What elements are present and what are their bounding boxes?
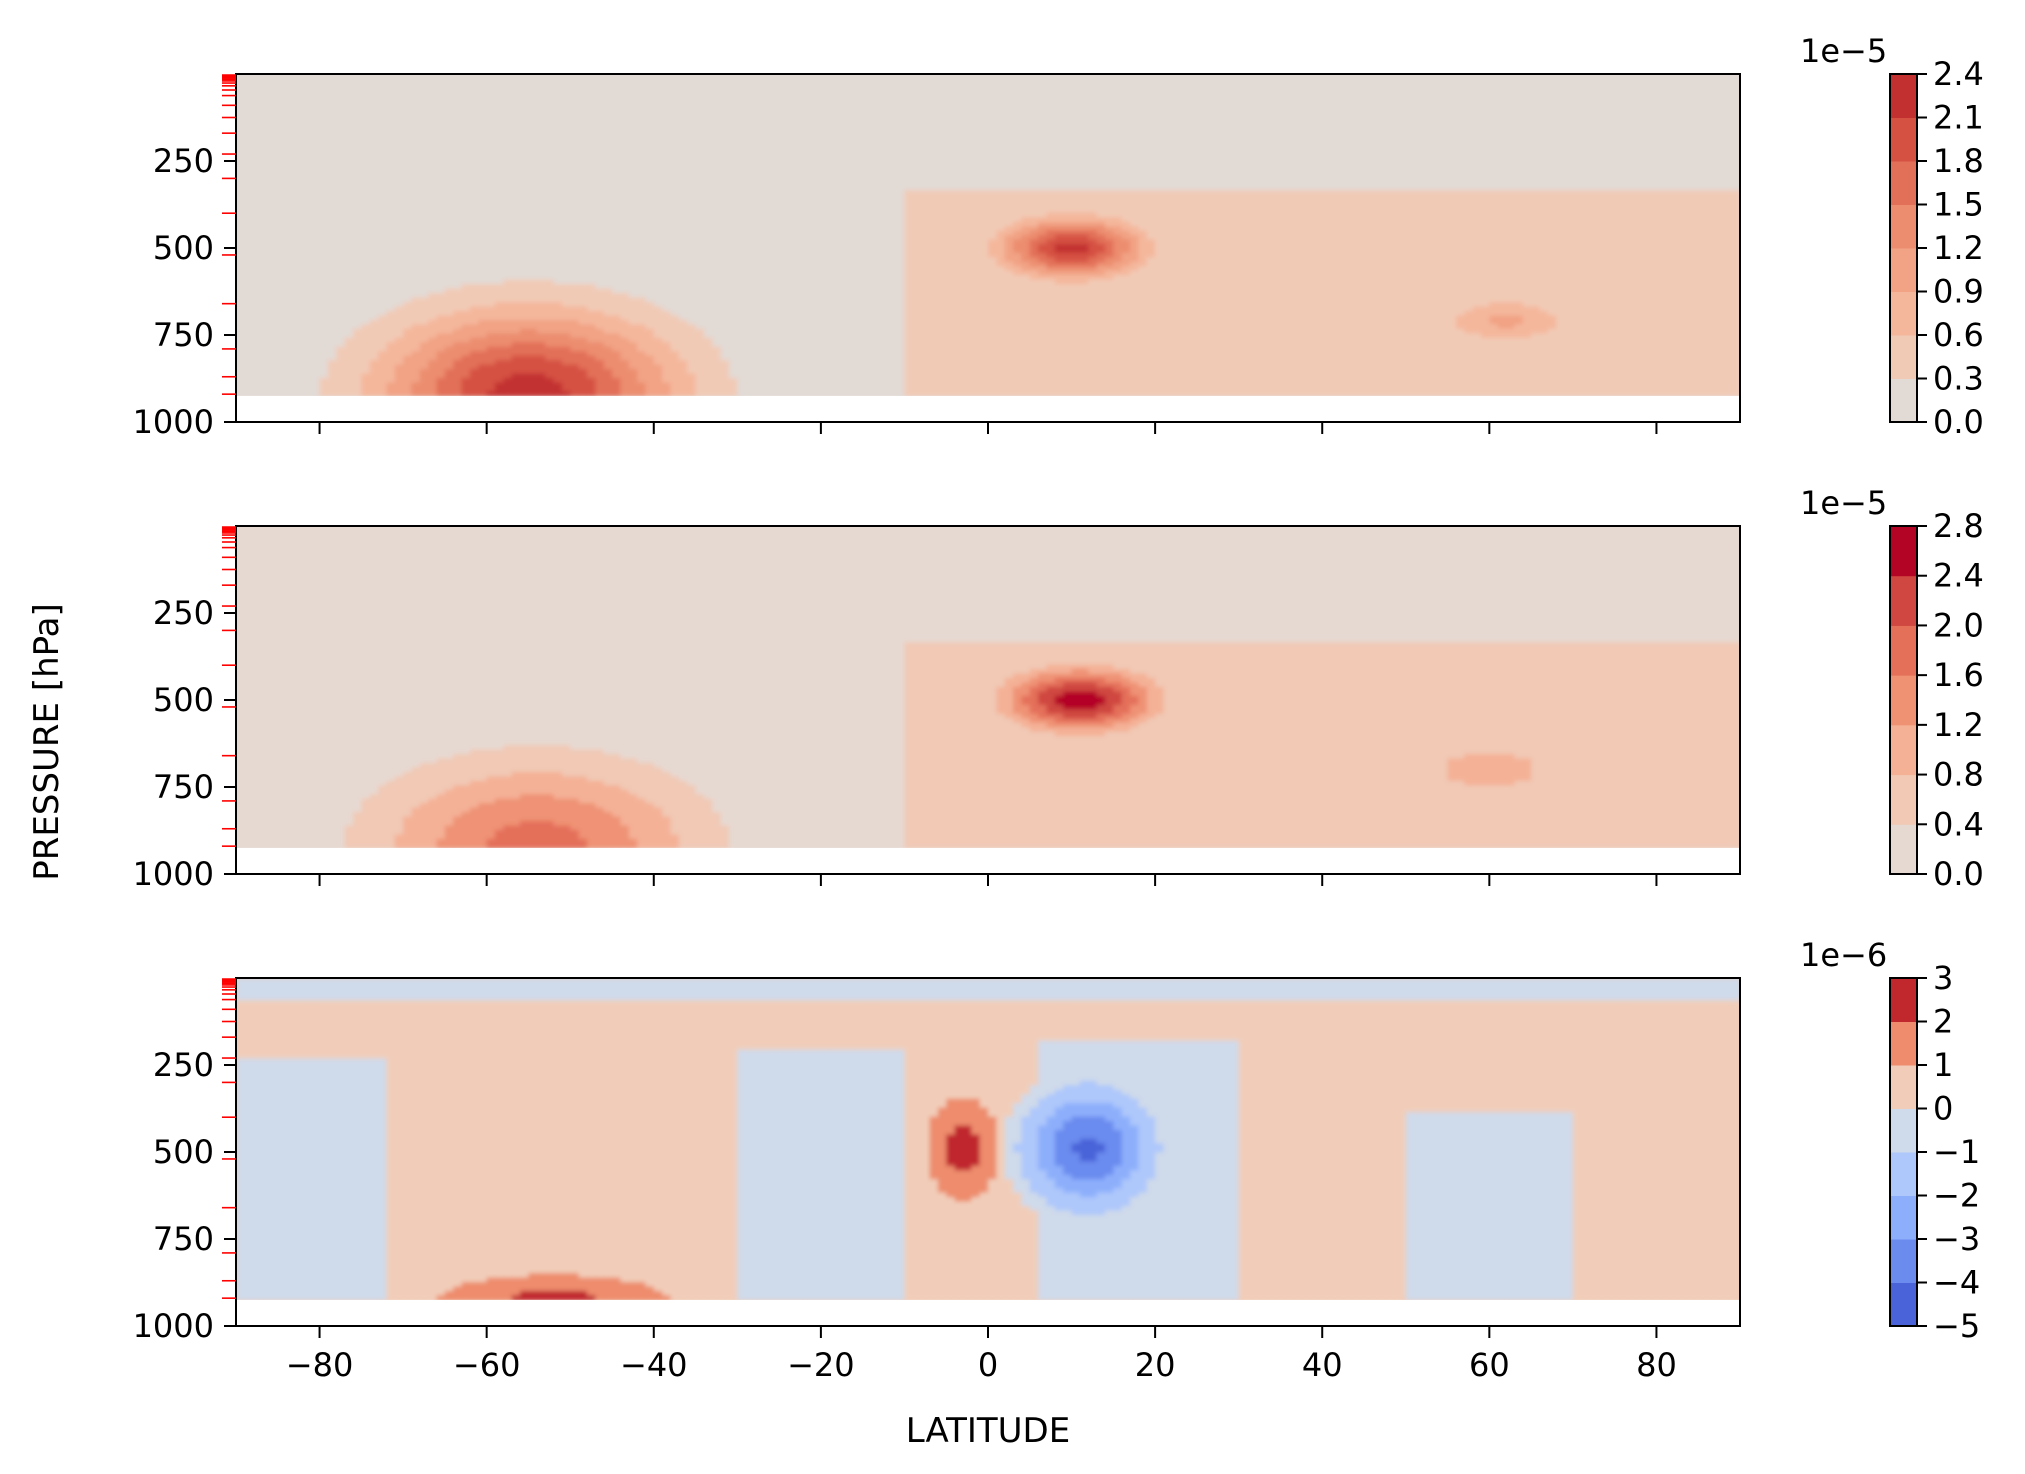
colorbar-multiplier: 1e−5 xyxy=(1800,32,1887,70)
colorbar-segment xyxy=(1890,575,1917,626)
colorbar-segment xyxy=(1890,248,1917,292)
x-tick-label: 0 xyxy=(978,1346,998,1384)
colorbar-tick-label: 0.0 xyxy=(1933,855,1984,893)
colorbar-tick-label: 1.2 xyxy=(1933,229,1984,267)
colorbar-segment xyxy=(1890,1021,1917,1066)
y-tick-label: 750 xyxy=(153,768,214,806)
colorbar-tick-label: −1 xyxy=(1933,1133,1980,1171)
colorbar-segment xyxy=(1890,161,1917,205)
colorbar-tick-label: 0.9 xyxy=(1933,273,1984,311)
colorbar-segment xyxy=(1890,1152,1917,1196)
y-tick-label: 1000 xyxy=(133,855,214,893)
y-tick-label: 500 xyxy=(153,1133,214,1171)
level-tick-marks xyxy=(222,978,236,1299)
colorbar-tick-label: −2 xyxy=(1933,1177,1980,1215)
x-tick-label: −20 xyxy=(787,1346,855,1384)
contour-field xyxy=(236,978,1740,1300)
colorbar-segment xyxy=(1890,1239,1917,1283)
colorbar-segment xyxy=(1890,1282,1917,1327)
y-axis-label: PRESSURE [hPa] xyxy=(27,603,67,880)
colorbar-tick-label: 1.2 xyxy=(1933,706,1984,744)
y-tick-label: 500 xyxy=(153,681,214,719)
colorbar-segment xyxy=(1890,1195,1917,1240)
colorbar-tick-label: 2 xyxy=(1933,1003,1953,1041)
colorbar-tick-label: −5 xyxy=(1933,1307,1980,1345)
x-tick-label: −80 xyxy=(286,1346,354,1384)
colorbar-segment xyxy=(1890,291,1917,336)
level-tick-marks xyxy=(222,74,236,395)
colorbar-tick-label: 0.3 xyxy=(1933,360,1984,398)
colorbar-segment xyxy=(1890,335,1917,379)
colorbar-tick-label: 2.1 xyxy=(1933,99,1984,137)
contour-field xyxy=(236,74,1740,396)
colorbar-tick-label: 1.5 xyxy=(1933,186,1984,224)
colorbar-tick-label: 0.8 xyxy=(1933,756,1984,794)
colorbar-segment xyxy=(1890,774,1917,825)
colorbar-tick-label: 1 xyxy=(1933,1046,1953,1084)
colorbar-tick-label: −3 xyxy=(1933,1220,1980,1258)
y-tick-label: 250 xyxy=(153,594,214,632)
colorbar-tick-label: 0.6 xyxy=(1933,316,1984,354)
colorbar: 0.0 0.4 0.8 1.2 1.6 2.0 2.4 2.8 1e−5 xyxy=(1800,484,1984,893)
y-tick-label: 250 xyxy=(153,1046,214,1084)
colorbar-segment xyxy=(1890,204,1917,249)
colorbar-tick-label: 1.6 xyxy=(1933,656,1984,694)
colorbar-segment xyxy=(1890,724,1917,776)
level-tick-marks xyxy=(222,526,236,847)
x-tick-label: −60 xyxy=(453,1346,521,1384)
x-tick-label: 20 xyxy=(1135,1346,1176,1384)
colorbar-segment xyxy=(1890,117,1917,162)
colorbar-segment xyxy=(1890,824,1917,875)
colorbar-segment xyxy=(1890,378,1917,423)
colorbar-segment xyxy=(1890,1108,1917,1153)
x-tick-label: 60 xyxy=(1469,1346,1510,1384)
y-tick-label: 500 xyxy=(153,229,214,267)
panel-top: 250 500 750 1000 0.0 0.3 0.6 0.9 1.2 1.5 1.8 2.1 2.4… xyxy=(133,32,1984,441)
colorbar-segment xyxy=(1890,675,1917,726)
colorbar-segment xyxy=(1890,978,1917,1022)
colorbar-segment xyxy=(1890,526,1917,577)
colorbar-tick-label: −4 xyxy=(1933,1264,1980,1302)
colorbar-tick-label: 2.4 xyxy=(1933,55,1984,93)
colorbar-tick-label: 3 xyxy=(1933,959,1953,997)
colorbar-multiplier: 1e−5 xyxy=(1800,484,1887,522)
x-tick-label: −40 xyxy=(620,1346,688,1384)
y-tick-label: 250 xyxy=(153,142,214,180)
panels: 250 500 750 1000 0.0 0.3 0.6 0.9 1.2 1.5 1.8 2.1 2.4… xyxy=(133,32,1984,1384)
x-tick-label: 80 xyxy=(1636,1346,1677,1384)
colorbar: −5 −4 −3 −2 −1 0 1 2 3 1e−6 xyxy=(1800,936,1980,1345)
y-tick-label: 1000 xyxy=(133,403,214,441)
panel-middle: 250 500 750 1000 0.0 0.4 0.8 1.2 1.6 2.0 2.4 2.8 1e−… xyxy=(133,484,1984,893)
y-tick-label: 750 xyxy=(153,1220,214,1258)
x-tick-label: 40 xyxy=(1302,1346,1343,1384)
colorbar-tick-label: 0 xyxy=(1933,1090,1953,1128)
colorbar-tick-label: 1.8 xyxy=(1933,142,1984,180)
contour-field xyxy=(236,526,1740,848)
colorbar-tick-label: 2.8 xyxy=(1933,507,1984,545)
colorbar-tick-label: 0.0 xyxy=(1933,403,1984,441)
x-axis-label: LATITUDE xyxy=(906,1411,1070,1451)
colorbar: 0.0 0.3 0.6 0.9 1.2 1.5 1.8 2.1 2.4 1e−5 xyxy=(1800,32,1984,441)
colorbar-multiplier: 1e−6 xyxy=(1800,936,1887,974)
colorbar-segment xyxy=(1890,74,1917,118)
colorbar-segment xyxy=(1890,1065,1917,1109)
colorbar-tick-label: 0.4 xyxy=(1933,805,1984,843)
y-tick-label: 1000 xyxy=(133,1307,214,1345)
colorbar-segment xyxy=(1890,625,1917,676)
colorbar-tick-label: 2.0 xyxy=(1933,606,1984,644)
colorbar-tick-label: 2.4 xyxy=(1933,557,1984,595)
y-tick-label: 750 xyxy=(153,316,214,354)
